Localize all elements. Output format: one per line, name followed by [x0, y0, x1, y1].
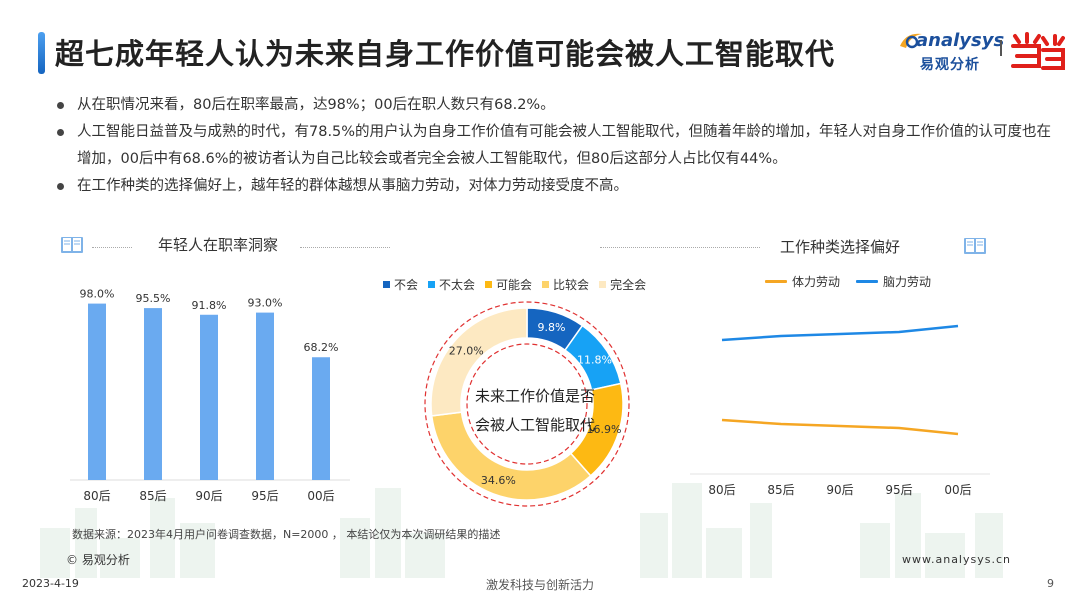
- legend-swatch: [599, 281, 607, 288]
- legend-swatch: [383, 281, 390, 288]
- legend-label: 可能会: [496, 278, 533, 292]
- line-category-label: 00后: [944, 483, 971, 497]
- book-icon: [964, 238, 986, 254]
- bar-category-label: 80后: [83, 489, 110, 503]
- line-legend: 体力劳动 脑力劳动: [765, 273, 931, 290]
- donut-value-label: 9.8%: [538, 321, 566, 334]
- bar: [200, 314, 218, 480]
- legend-item: 比较会: [542, 276, 589, 293]
- legend-label: 不会: [394, 278, 419, 292]
- donut-slice: [430, 307, 528, 417]
- legend-label: 不太会: [439, 278, 476, 292]
- legend-item: 完全会: [599, 276, 646, 293]
- logo-separator: [1000, 40, 1002, 56]
- swoosh-icon: [900, 33, 922, 49]
- data-source-note: 数据来源：2023年4月用户问卷调查数据，N=2000 ， 本结论仅为本次调研结…: [72, 528, 501, 541]
- line-category-label: 80后: [708, 483, 735, 497]
- right-section-title: 工作种类选择偏好: [780, 238, 901, 256]
- summary-bullets: 从在职情况来看，80后在职率最高，达98%；00后在职人数只有68.2%。 人工…: [55, 92, 1055, 200]
- bar: [88, 303, 106, 480]
- legend-item: 脑力劳动: [856, 273, 931, 290]
- legend-label: 体力劳动: [792, 275, 841, 289]
- line-category-label: 85后: [767, 483, 794, 497]
- analysys-logo: analysys 易观分析: [896, 28, 1006, 76]
- legend-item: 可能会: [485, 276, 532, 293]
- legend-swatch: [856, 280, 879, 283]
- page-number: 9: [1047, 577, 1054, 590]
- dangdang-logo: [1011, 32, 1065, 70]
- footer-date: 2023-4-19: [22, 577, 79, 590]
- legend-label: 完全会: [610, 278, 647, 292]
- left-section-title: 年轻人在职率洞察: [158, 236, 279, 254]
- legend-swatch: [485, 281, 493, 288]
- series-line: [721, 324, 959, 342]
- skyline-background: [40, 483, 1003, 578]
- title-accent-bar: [38, 32, 45, 74]
- donut-value-label: 34.6%: [481, 474, 516, 487]
- series-line: [721, 418, 959, 436]
- page-title: 超七成年轻人认为未来自身工作价值可能会被人工智能取代: [55, 37, 836, 71]
- bullet-item: 人工智能日益普及与成熟的时代，有78.5%的用户认为自身工作价值有可能会被人工智…: [55, 119, 1055, 173]
- legend-swatch: [428, 281, 436, 288]
- logo-text-cn: 易观分析: [920, 57, 980, 73]
- line-category-label: 95后: [885, 483, 912, 497]
- logo-text-en: analysys: [916, 30, 1005, 51]
- donut-inner-dashed-ring: [466, 343, 588, 465]
- bar-value-label: 68.2%: [304, 341, 339, 354]
- bullet-item: 从在职情况来看，80后在职率最高，达98%；00后在职人数只有68.2%。: [55, 92, 1055, 119]
- bar-value-label: 98.0%: [80, 288, 115, 301]
- bar-category-label: 00后: [307, 489, 334, 503]
- legend-item: 不会: [383, 276, 418, 293]
- bar-category-label: 90后: [195, 489, 222, 503]
- bar: [312, 357, 330, 480]
- bar-value-label: 95.5%: [136, 292, 171, 305]
- legend-label: 比较会: [553, 278, 590, 292]
- bar-value-label: 93.0%: [248, 297, 283, 310]
- donut-outer-dashed-ring: [424, 301, 630, 507]
- section-divider: [600, 247, 760, 248]
- line-category-label: 90后: [826, 483, 853, 497]
- legend-item: 不太会: [428, 276, 475, 293]
- legend-swatch: [542, 281, 550, 288]
- donut-center-line: 未来工作价值是否: [474, 387, 595, 405]
- bar: [144, 308, 162, 480]
- section-divider: [300, 247, 390, 248]
- bullet-item: 在工作种类的选择偏好上，越年轻的群体越想从事脑力劳动，对体力劳动接受度不高。: [55, 173, 1055, 200]
- legend-label: 脑力劳动: [883, 275, 932, 289]
- donut-value-label: 27.0%: [449, 344, 484, 357]
- book-icon: [61, 237, 83, 253]
- legend-item: 体力劳动: [765, 273, 840, 290]
- donut-value-label: 11.8%: [577, 353, 612, 366]
- section-divider: [92, 247, 132, 248]
- bar-category-label: 95后: [251, 489, 278, 503]
- bar-value-label: 91.8%: [192, 299, 227, 312]
- bar: [256, 312, 274, 480]
- donut-center-line: 会被人工智能取代: [474, 416, 595, 434]
- website-url[interactable]: www.analysys.cn: [902, 553, 1011, 566]
- legend-swatch: [765, 280, 787, 283]
- donut-center-label: 未来工作价值是否 会被人工智能取代: [455, 382, 615, 440]
- donut-value-label: 16.9%: [587, 423, 622, 436]
- copyright: © 易观分析: [66, 553, 130, 567]
- bar-category-label: 85后: [139, 489, 166, 503]
- footer-slogan: 激发科技与创新活力: [485, 578, 594, 592]
- donut-legend: 不会 不太会 可能会 比较会 完全会: [383, 276, 646, 293]
